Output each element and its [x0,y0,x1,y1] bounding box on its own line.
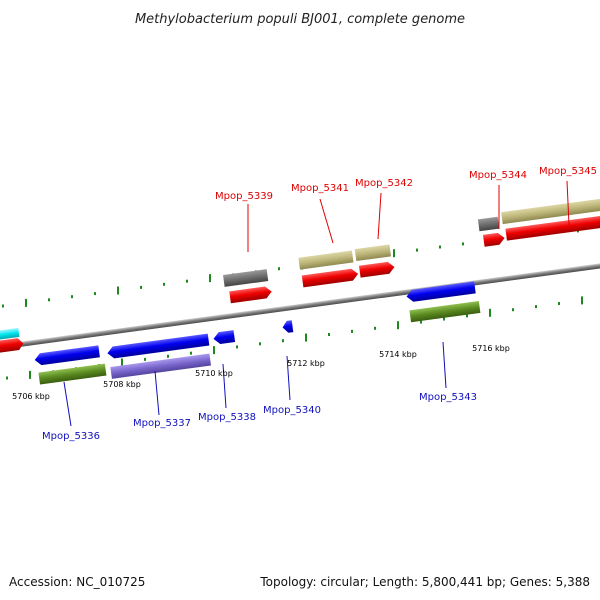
feature-tan-5341[interactable] [298,250,354,270]
gene-label-5342[interactable]: Mpop_5342 [355,178,413,189]
feature-gray-5344[interactable] [477,216,500,232]
kbp-label-5706: 5706 kbp [12,392,50,401]
major-tick [117,286,119,295]
minor-tick [144,357,146,361]
kbp-tick-labels: 5706 kbp 5708 kbp 5710 kbp 5712 kbp 5714… [12,344,510,401]
minor-tick [328,333,330,336]
cds-forward-5339[interactable] [229,286,272,304]
minor-tick [374,326,376,330]
cds-reverse-5340[interactable] [282,320,294,333]
feature-olive-5336[interactable] [38,363,107,385]
gene-label-5344[interactable]: Mpop_5344 [469,170,527,181]
map-title: Methylobacterium populi BJ001, complete … [135,12,465,27]
cds-forward-left-1[interactable] [0,337,24,358]
cds-reverse-5336[interactable] [34,345,100,366]
kbp-label-5710: 5710 kbp [195,369,233,378]
major-tick [489,308,491,317]
genome-backbone [0,255,600,358]
feature-tracks [0,196,600,385]
accession-text: Accession: NC_010725 [9,575,145,589]
cds-forward-5341[interactable] [301,268,359,288]
minor-tick [439,245,441,249]
major-tick [29,370,31,379]
cds-forward-5344[interactable] [482,232,505,247]
genome-summary-text: Topology: circular; Length: 5,800,441 bp… [259,575,590,589]
gene-label-5337[interactable]: Mpop_5337 [133,418,191,429]
label-leader-lines [63,180,570,427]
major-tick [305,333,307,342]
feature-lavender-5337[interactable] [110,353,212,379]
gene-label-5345[interactable]: Mpop_5345 [539,166,597,177]
feature-olive-5343[interactable] [409,300,481,323]
minor-tick [6,376,8,380]
leader-5337 [154,370,160,416]
minor-tick [259,342,261,346]
feature-tan-5342[interactable] [354,244,392,262]
minor-tick [535,305,537,309]
minor-tick [282,339,284,343]
minor-tick [443,317,445,321]
kbp-label-5708: 5708 kbp [103,380,141,389]
minor-tick [466,314,468,318]
reverse-gene-labels: Mpop_5336 Mpop_5337 Mpop_5338 Mpop_5340 … [42,392,477,442]
leader-5340 [286,355,291,401]
leader-5343 [442,341,447,389]
major-tick [397,321,399,330]
major-tick [209,274,211,283]
major-tick [121,358,123,367]
minor-tick [94,292,96,296]
gene-label-5339[interactable]: Mpop_5339 [215,191,273,202]
cds-reverse-5337[interactable] [107,333,210,360]
kbp-label-5714: 5714 kbp [379,350,417,359]
gene-label-5340[interactable]: Mpop_5340 [263,405,321,416]
leader-5345 [566,180,570,226]
cds-reverse-5343[interactable] [406,281,476,302]
minor-tick [2,304,4,308]
major-tick [581,296,583,305]
leader-5342 [377,192,382,240]
forward-gene-labels: Mpop_5339 Mpop_5341 Mpop_5342 Mpop_5344 … [215,166,597,202]
cds-forward-5342[interactable] [359,261,395,278]
minor-tick [420,320,422,324]
feature-gray-5339[interactable] [223,269,269,287]
gene-label-5343[interactable]: Mpop_5343 [419,392,477,403]
minor-tick [558,302,560,305]
gene-label-5341[interactable]: Mpop_5341 [291,183,349,194]
major-tick [25,298,27,307]
minor-tick [167,354,169,358]
leader-5338 [222,363,227,409]
minor-tick [351,329,353,333]
cds-forward-5345[interactable] [505,211,600,241]
leader-5336 [63,381,72,427]
feature-tan-5345[interactable] [501,196,600,225]
minor-tick [140,285,142,289]
minor-tick [190,351,192,355]
major-tick [213,346,215,355]
major-tick [393,249,395,258]
cds-reverse-5338[interactable] [213,330,236,345]
minor-tick [71,295,73,299]
minor-tick [462,242,464,246]
minor-tick [48,298,50,302]
leader-5341 [319,198,334,244]
minor-tick [416,248,418,252]
kbp-label-5716: 5716 kbp [472,344,510,353]
minor-tick [236,345,238,349]
minor-tick [278,267,280,271]
minor-tick [186,279,188,283]
feature-cyan-left[interactable] [0,327,20,345]
kbp-label-5712: 5712 kbp [287,359,325,368]
minor-tick [512,308,514,312]
minor-tick [163,282,165,286]
gene-label-5338[interactable]: Mpop_5338 [198,412,256,423]
gene-label-5336[interactable]: Mpop_5336 [42,431,100,442]
